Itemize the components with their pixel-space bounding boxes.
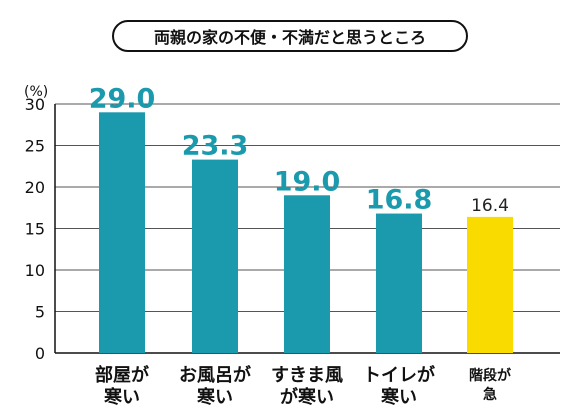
y-axis-unit-label: (%) bbox=[24, 84, 48, 100]
x-tick-label: お風呂が bbox=[179, 364, 251, 386]
data-label: 23.3 bbox=[182, 131, 249, 162]
bar bbox=[99, 112, 145, 353]
y-tick-label: 30 bbox=[25, 95, 45, 114]
y-tick-label: 15 bbox=[25, 220, 45, 239]
y-tick-label: 10 bbox=[25, 261, 45, 280]
x-tick-label: 階段が bbox=[469, 367, 512, 384]
y-tick-label: 5 bbox=[35, 303, 45, 322]
y-tick-label: 0 bbox=[35, 344, 45, 363]
x-tick-label: 寒い bbox=[103, 386, 140, 408]
data-label: 29.0 bbox=[89, 83, 156, 114]
bar bbox=[284, 195, 330, 353]
y-tick-label: 25 bbox=[25, 137, 45, 156]
x-tick-label: 寒い bbox=[380, 386, 417, 408]
x-tick-label: 部屋が bbox=[95, 364, 149, 386]
x-tick-label: すきま風 bbox=[271, 365, 343, 386]
bar bbox=[192, 159, 238, 353]
x-tick-label: が寒い bbox=[280, 386, 334, 408]
data-label: 16.8 bbox=[366, 185, 433, 216]
y-tick-label: 20 bbox=[25, 178, 45, 197]
chart-title: 両親の家の不便・不満だと思うところ bbox=[112, 20, 468, 52]
data-label: 16.4 bbox=[471, 196, 509, 216]
bar bbox=[376, 213, 422, 353]
data-label: 19.0 bbox=[274, 166, 341, 197]
x-tick-label: トイレが bbox=[363, 364, 435, 386]
bar bbox=[467, 216, 513, 353]
x-tick-label: 寒い bbox=[196, 386, 233, 408]
x-tick-label: 急 bbox=[483, 386, 497, 403]
